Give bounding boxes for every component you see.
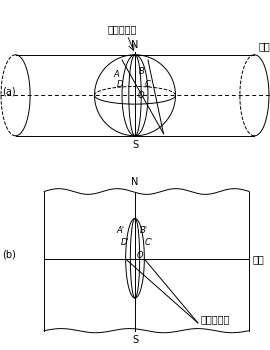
Text: 中央子午线: 中央子午线 <box>107 24 137 34</box>
Text: A: A <box>114 70 119 79</box>
Text: C': C' <box>145 238 153 247</box>
Text: D': D' <box>121 238 130 247</box>
Text: (a): (a) <box>3 86 16 96</box>
Text: O: O <box>138 91 145 100</box>
Text: (b): (b) <box>3 250 16 260</box>
Text: B': B' <box>140 226 148 236</box>
Text: S: S <box>132 335 138 345</box>
Text: 中央子午线: 中央子午线 <box>201 314 230 324</box>
Text: 赤道: 赤道 <box>252 254 264 264</box>
Text: B: B <box>139 68 145 76</box>
Text: 母线: 母线 <box>259 41 270 51</box>
Text: O: O <box>137 251 144 260</box>
Text: N: N <box>131 177 139 187</box>
Text: D: D <box>117 80 124 89</box>
Text: S: S <box>132 140 138 150</box>
Text: C: C <box>144 80 150 89</box>
Text: A': A' <box>117 226 125 236</box>
Text: N: N <box>131 40 139 50</box>
